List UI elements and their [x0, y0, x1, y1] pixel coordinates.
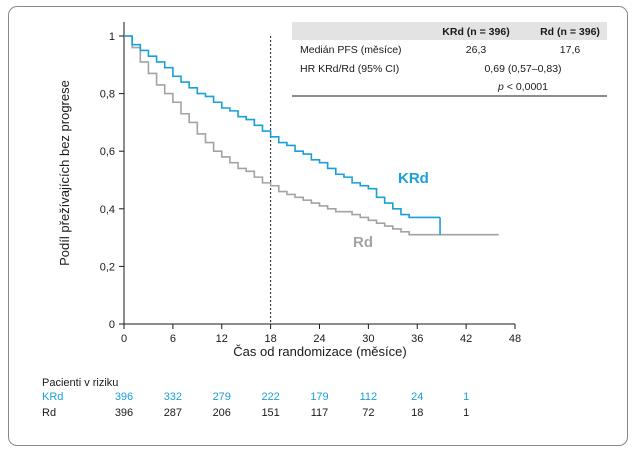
stats-row-median-rd: 17,6: [560, 44, 581, 56]
x-tick-label: 42: [460, 333, 472, 345]
y-tick-label: 0,8: [100, 89, 115, 101]
x-tick-label: 24: [313, 333, 325, 345]
risk-table-title: Pacienti v riziku: [42, 377, 118, 389]
risk-value: 72: [362, 407, 374, 419]
stats-header-krd: KRd (n = 396): [442, 26, 509, 38]
survival-curves: [124, 35, 499, 236]
risk-value: 332: [164, 391, 182, 403]
risk-value: 396: [115, 407, 133, 419]
y-tick-label: 0,2: [100, 261, 115, 273]
stats-table: KRd (n = 396) Rd (n = 396) Medián PFS (m…: [292, 22, 607, 97]
risk-value: 24: [411, 391, 423, 403]
x-tick-label: 0: [121, 333, 127, 345]
risk-value: 206: [213, 407, 231, 419]
risk-value: 18: [411, 407, 423, 419]
curve-krd: [124, 35, 441, 219]
stats-row-median-label: Medián PFS (měsíce): [300, 44, 402, 56]
x-tick-label: 30: [362, 333, 374, 345]
series-label-rd: Rd: [353, 234, 373, 251]
risk-value: 279: [213, 391, 231, 403]
risk-value: 287: [164, 407, 182, 419]
x-tick-label: 6: [170, 333, 176, 345]
y-tick-label: 0,6: [100, 146, 115, 158]
risk-row-label: Rd: [42, 407, 56, 419]
stats-row-p-value: p < 0,0001: [497, 81, 548, 93]
y-tick-label: 0: [109, 319, 115, 331]
risk-value: 1: [463, 407, 469, 419]
stats-p-number: < 0,0001: [507, 81, 548, 93]
stats-row-hr-label: HR KRd/Rd (95% CI): [300, 63, 399, 75]
risk-value: 1: [463, 391, 469, 403]
risk-value: 151: [261, 407, 279, 419]
stats-header-rd: Rd (n = 396): [540, 26, 600, 38]
stats-p-symbol: p: [497, 81, 504, 93]
risk-value: 396: [115, 391, 133, 403]
stats-row-hr-value: 0,69 (0,57–0,83): [484, 63, 561, 75]
stats-table-header-bg: [292, 22, 607, 40]
x-ticks: 0 6 12 18 24 30 36 42 48: [121, 324, 521, 345]
risk-table: KRd 396 332 279 222 179 112 24 1Rd 396 287 206 151 11…: [42, 391, 469, 419]
x-axis-title: Čas od randomizace (měsíce): [233, 344, 406, 359]
y-axis-title: Podíl přežívajících bez progrese: [57, 80, 72, 266]
y-tick-label: 1: [109, 31, 115, 43]
y-tick-label: 0,4: [100, 204, 115, 216]
series-label-krd: KRd: [398, 170, 429, 187]
risk-row-label: KRd: [42, 391, 63, 403]
y-ticks: 0 0,2 0,4 0,6 0,8 1: [100, 31, 124, 331]
chart-frame: [8, 6, 628, 446]
x-tick-label: 12: [216, 333, 228, 345]
risk-value: 222: [261, 391, 279, 403]
risk-value: 117: [311, 407, 329, 419]
risk-value: 112: [360, 391, 378, 403]
x-tick-label: 48: [509, 333, 521, 345]
x-tick-label: 18: [265, 333, 277, 345]
risk-value: 179: [310, 391, 328, 403]
stats-row-median-krd: 26,3: [466, 44, 487, 56]
curve-rd: [124, 35, 499, 236]
x-tick-label: 36: [411, 333, 423, 345]
